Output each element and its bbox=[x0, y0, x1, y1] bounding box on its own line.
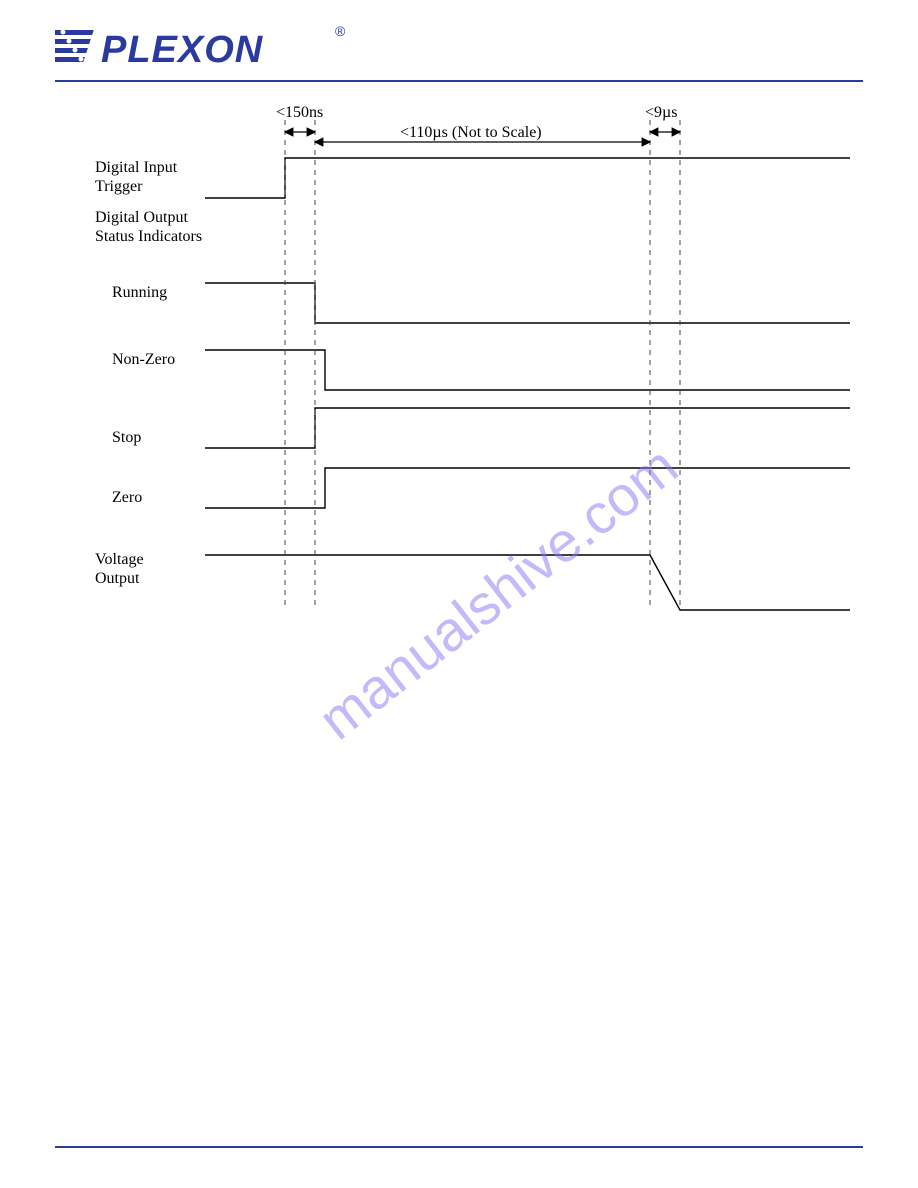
registered-mark: ® bbox=[335, 23, 346, 39]
wave-vout bbox=[205, 555, 850, 610]
plexon-logo-svg: PLEXON ® bbox=[55, 20, 365, 70]
plexon-logo: PLEXON ® bbox=[55, 20, 863, 70]
logo-text: PLEXON bbox=[101, 29, 264, 70]
timing-diagram: <150ns <110µs (Not to Scale) <9µs Digita… bbox=[90, 100, 850, 620]
page-header: PLEXON ® bbox=[55, 20, 863, 82]
wave-nonzero bbox=[205, 350, 850, 390]
wave-trigger bbox=[205, 158, 850, 198]
footer-rule bbox=[55, 1146, 863, 1148]
wave-zero bbox=[205, 468, 850, 508]
header-rule bbox=[55, 80, 863, 82]
wave-running bbox=[205, 283, 850, 323]
waveform-canvas bbox=[90, 100, 850, 620]
wave-stop bbox=[205, 408, 850, 448]
